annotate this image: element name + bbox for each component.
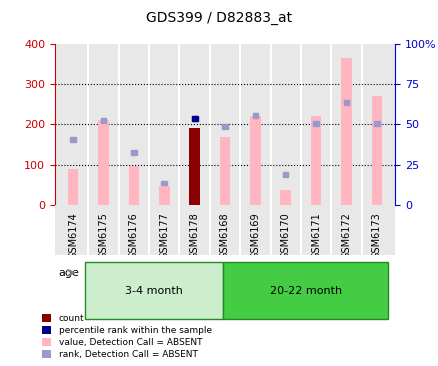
Bar xyxy=(191,116,197,121)
Bar xyxy=(310,116,321,205)
Text: GDS399 / D82883_at: GDS399 / D82883_at xyxy=(146,11,292,25)
Bar xyxy=(343,100,349,105)
Bar xyxy=(191,116,197,121)
Bar xyxy=(371,96,381,205)
Bar xyxy=(67,169,78,205)
Bar xyxy=(131,150,136,155)
Bar xyxy=(98,120,109,205)
Text: GSM6178: GSM6178 xyxy=(189,213,199,259)
Text: GSM6170: GSM6170 xyxy=(280,213,290,259)
Legend: count, percentile rank within the sample, value, Detection Call = ABSENT, rank, : count, percentile rank within the sample… xyxy=(39,311,214,362)
Bar xyxy=(219,137,230,205)
Text: GSM6177: GSM6177 xyxy=(159,213,169,259)
Bar xyxy=(70,137,76,142)
Text: 20-22 month: 20-22 month xyxy=(269,285,341,295)
Bar xyxy=(100,118,106,123)
Bar xyxy=(280,190,290,205)
Text: GSM6168: GSM6168 xyxy=(219,213,230,259)
Text: GSM6175: GSM6175 xyxy=(98,213,108,259)
Bar xyxy=(340,58,351,205)
Bar xyxy=(159,186,169,205)
Text: GSM6176: GSM6176 xyxy=(129,213,138,259)
Text: GSM6169: GSM6169 xyxy=(250,213,260,259)
Text: GSM6173: GSM6173 xyxy=(371,213,381,259)
Text: GSM6171: GSM6171 xyxy=(311,213,320,259)
Bar xyxy=(161,180,166,185)
Text: age: age xyxy=(58,268,79,278)
Bar xyxy=(313,121,318,126)
Bar xyxy=(222,124,227,129)
FancyBboxPatch shape xyxy=(85,262,223,319)
Bar xyxy=(189,128,199,205)
Bar xyxy=(250,116,260,205)
Text: GSM6174: GSM6174 xyxy=(68,213,78,259)
Bar xyxy=(373,121,379,126)
Bar xyxy=(128,165,139,205)
Text: GSM6172: GSM6172 xyxy=(341,213,351,259)
Bar xyxy=(252,113,258,118)
Bar xyxy=(283,172,288,177)
Text: 3-4 month: 3-4 month xyxy=(125,285,183,295)
FancyBboxPatch shape xyxy=(223,262,387,319)
